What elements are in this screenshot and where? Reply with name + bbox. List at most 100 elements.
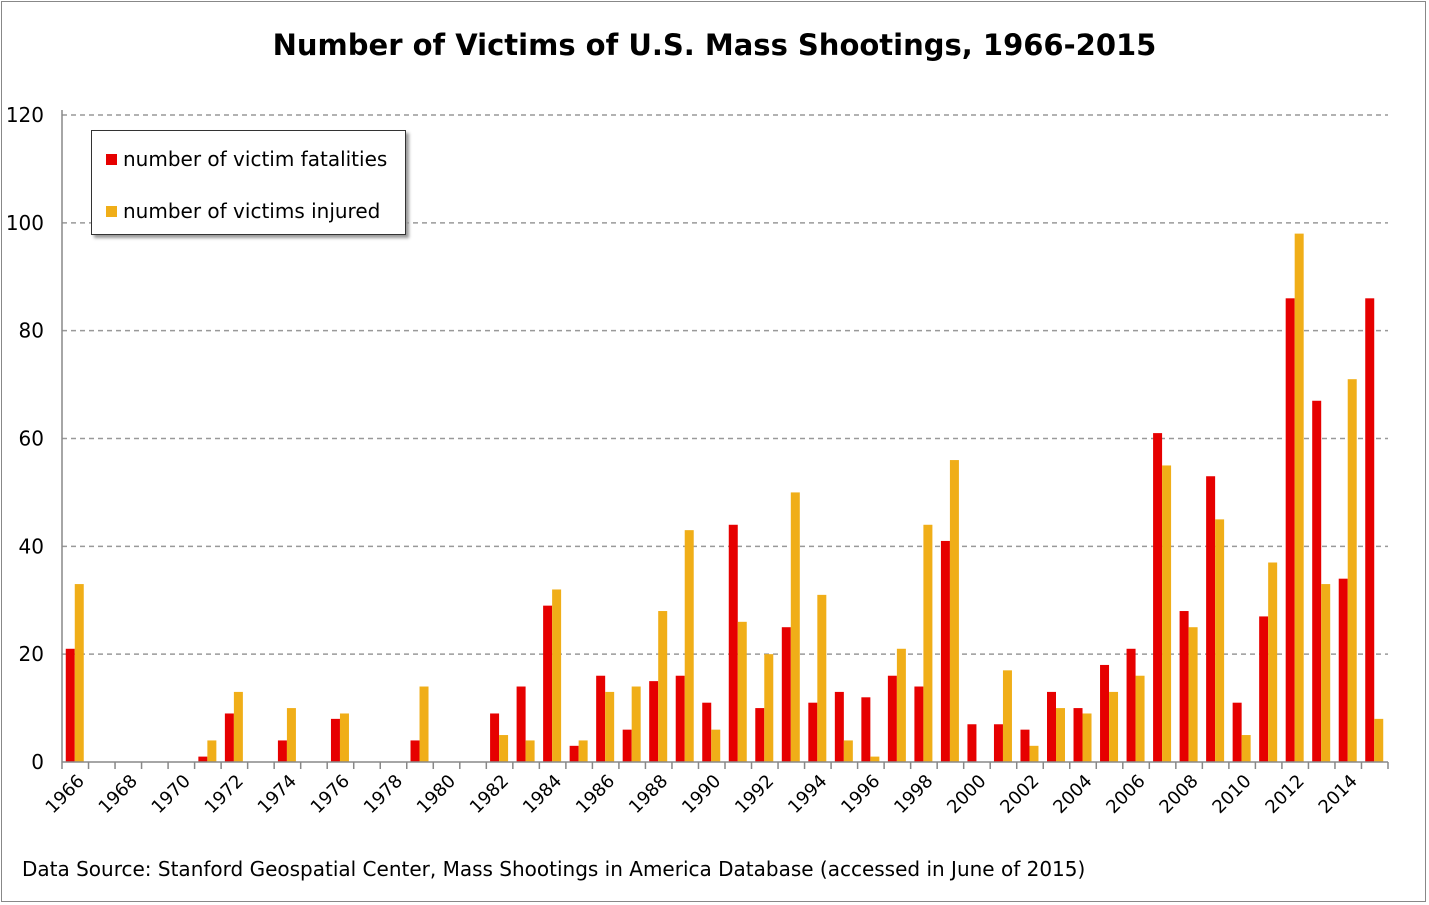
x-tick-label: 2006 [1102, 771, 1149, 818]
legend-swatch [106, 154, 117, 165]
x-tick-label: 1966 [42, 771, 89, 818]
bar-injured-1983 [525, 740, 535, 762]
x-tick-label: 2002 [996, 771, 1043, 818]
bar-fatalities-2003 [1047, 691, 1056, 762]
y-tick-label: 20 [19, 642, 44, 666]
bar-injured-1984 [552, 589, 562, 762]
x-tick-label: 1972 [201, 771, 248, 818]
bar-injured-2008 [1188, 627, 1198, 762]
bar-injured-2003 [1056, 708, 1065, 762]
y-tick-label: 80 [19, 319, 44, 343]
bar-injured-1999 [949, 460, 959, 762]
legend: number of victim fatalities number of vi… [91, 130, 406, 235]
bar-injured-2011 [1268, 562, 1278, 762]
x-tick-label: 2004 [1049, 771, 1096, 818]
bar-injured-2002 [1029, 745, 1039, 762]
bar-fatalities-2008 [1179, 611, 1189, 762]
bar-injured-2005 [1109, 691, 1119, 762]
x-tick-label: 1982 [466, 771, 513, 818]
bar-fatalities-1995 [834, 691, 844, 762]
bar-fatalities-1982 [490, 713, 500, 762]
bar-fatalities-2000 [967, 724, 977, 762]
x-tick-label: 2010 [1208, 771, 1255, 818]
bar-injured-2007 [1162, 465, 1172, 762]
y-tick-label: 120 [6, 103, 44, 127]
x-tick-label: 2012 [1261, 771, 1308, 818]
bar-fatalities-2002 [1020, 729, 1030, 762]
bar-fatalities-2015 [1365, 298, 1375, 762]
x-tick-label: 1968 [95, 771, 142, 818]
y-tick-label: 0 [31, 750, 44, 774]
bar-fatalities-2001 [993, 724, 1003, 762]
bar-fatalities-1996 [861, 697, 871, 762]
bar-injured-1995 [843, 740, 853, 762]
bar-injured-2006 [1135, 675, 1145, 762]
bar-fatalities-1976 [330, 718, 340, 762]
legend-item-injured: number of victims injured [106, 199, 380, 223]
bar-fatalities-1994 [808, 702, 818, 762]
bar-fatalities-1990 [702, 702, 712, 762]
x-tick-label: 1978 [360, 771, 407, 818]
x-tick-label: 1974 [254, 771, 301, 818]
bar-fatalities-1985 [569, 745, 579, 762]
bar-fatalities-1966 [65, 648, 75, 762]
x-tick-label: 1990 [678, 771, 725, 818]
bar-fatalities-1983 [516, 686, 526, 762]
bar-injured-1992 [764, 654, 774, 762]
bar-fatalities-2011 [1259, 616, 1269, 762]
bar-fatalities-1986 [596, 675, 606, 762]
y-tick-label: 40 [19, 534, 44, 558]
chart-title: Number of Victims of U.S. Mass Shootings… [272, 28, 1157, 62]
x-tick-label: 2014 [1315, 771, 1362, 818]
x-tick-label: 1996 [837, 771, 884, 818]
legend-swatch [106, 206, 117, 217]
bar-fatalities-1992 [755, 708, 765, 762]
bar-fatalities-1997 [887, 675, 897, 762]
x-tick-label: 1970 [148, 771, 195, 818]
x-tick-label: 2008 [1155, 771, 1202, 818]
bar-fatalities-1989 [675, 675, 685, 762]
bar-injured-1990 [711, 729, 721, 762]
bar-injured-2012 [1294, 233, 1304, 762]
bar-injured-2004 [1082, 713, 1092, 762]
bar-injured-1987 [631, 686, 641, 762]
bar-fatalities-1999 [940, 540, 950, 762]
bar-injured-1976 [339, 713, 349, 762]
x-tick-label: 1980 [413, 771, 460, 818]
x-tick-label: 2000 [943, 771, 990, 818]
bar-injured-1991 [737, 621, 747, 762]
bar-fatalities-2005 [1100, 664, 1110, 762]
bar-injured-1985 [578, 740, 588, 762]
x-tick-label: 1984 [519, 771, 566, 818]
bar-fatalities-1972 [224, 713, 234, 762]
bar-injured-1982 [499, 735, 509, 762]
bar-fatalities-1984 [543, 605, 553, 762]
bar-fatalities-2012 [1285, 298, 1295, 762]
bar-injured-1972 [233, 691, 243, 762]
bar-injured-2009 [1215, 519, 1225, 762]
bar-fatalities-2013 [1312, 400, 1322, 762]
bar-injured-2014 [1347, 379, 1357, 762]
x-tick-label: 1988 [625, 771, 672, 818]
bar-fatalities-1979 [410, 740, 420, 762]
bar-fatalities-1974 [277, 740, 287, 762]
bar-injured-1966 [74, 584, 84, 762]
legend-label: number of victims injured [123, 199, 381, 223]
bar-injured-2015 [1374, 718, 1384, 762]
x-tick-label: 1976 [307, 771, 354, 818]
bar-fatalities-2009 [1206, 476, 1216, 762]
bar-injured-1993 [790, 492, 800, 762]
bar-fatalities-2010 [1232, 702, 1242, 762]
x-tick-label: 1986 [572, 771, 619, 818]
bar-fatalities-2014 [1338, 578, 1348, 762]
bar-fatalities-2004 [1073, 708, 1083, 762]
bar-injured-1974 [286, 708, 296, 762]
bar-injured-1994 [817, 594, 827, 762]
bar-injured-1996 [870, 756, 880, 762]
bar-fatalities-1991 [728, 524, 738, 762]
bar-injured-1998 [923, 524, 933, 762]
x-tick-label: 1992 [731, 771, 778, 818]
bar-fatalities-1971 [198, 756, 208, 762]
